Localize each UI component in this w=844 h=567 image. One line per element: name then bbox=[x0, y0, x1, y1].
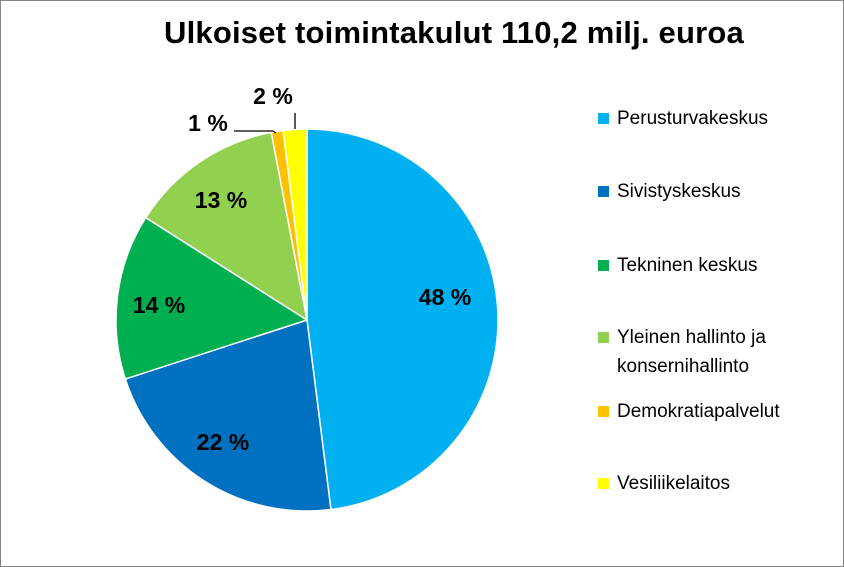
legend-label-line: Vesiliikelaitos bbox=[617, 473, 730, 494]
legend-label: Demokratiapalvelut bbox=[617, 397, 780, 426]
pie-slice-perusturvakeskus bbox=[306, 128, 499, 511]
legend-swatch bbox=[598, 332, 609, 343]
legend-swatch bbox=[598, 478, 609, 489]
legend-label: Tekninen keskus bbox=[617, 251, 757, 280]
pie-slice-vesiliikelaitos bbox=[282, 128, 308, 321]
leader-line-demokratiapalvelut bbox=[234, 130, 277, 134]
legend-label: Sivistyskeskus bbox=[617, 177, 741, 206]
data-label-vesiliikelaitos: 2 % bbox=[253, 83, 293, 109]
data-label-tekninen-keskus: 14 % bbox=[133, 292, 185, 318]
legend-label: Vesiliikelaitos bbox=[617, 469, 730, 498]
pie-slice-sivistyskeskus bbox=[124, 319, 332, 512]
legend-swatch bbox=[598, 260, 609, 271]
pie-slice-yleinen-hallinto-ja-konsernihallinto bbox=[144, 131, 309, 322]
legend-label-line: Perusturvakeskus bbox=[617, 108, 769, 129]
legend-label-line: Sivistyskeskus bbox=[617, 181, 741, 202]
legend-label-line: Demokratiapalvelut bbox=[617, 401, 780, 422]
legend-label: Yleinen hallinto ja konsernihallinto bbox=[617, 323, 766, 381]
legend-label-line: konsernihallinto bbox=[617, 356, 750, 377]
data-label-yleinen-hallinto-ja-konsernihallinto: 13 % bbox=[195, 187, 247, 213]
legend-label: Perusturvakeskus bbox=[617, 104, 768, 133]
chart-title: Ulkoiset toimintakulut 110,2 milj. euroa bbox=[164, 15, 744, 50]
legend-label-line: Yleinen hallinto ja bbox=[617, 327, 766, 348]
legend-swatch bbox=[598, 186, 609, 197]
data-label-perusturvakeskus: 48 % bbox=[419, 284, 471, 310]
legend-swatch bbox=[598, 113, 609, 124]
legend-label-line: Tekninen keskus bbox=[617, 255, 758, 276]
data-label-demokratiapalvelut: 1 % bbox=[188, 110, 228, 136]
legend-swatch bbox=[598, 406, 609, 417]
pie-slice-tekninen-keskus bbox=[115, 216, 309, 380]
data-label-sivistyskeskus: 22 % bbox=[197, 429, 249, 455]
